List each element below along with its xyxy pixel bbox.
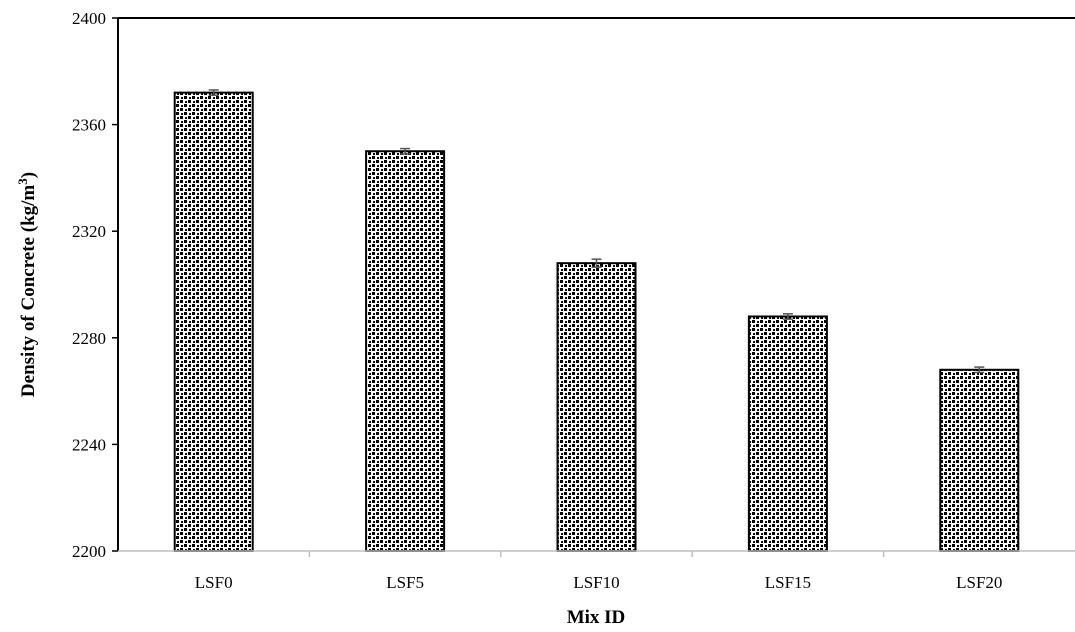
y-axis-title-close: ) — [18, 172, 39, 178]
y-tick-label: 2240 — [72, 435, 106, 454]
y-axis-title-main: Density of Concrete (kg/m — [18, 185, 39, 397]
bars-group — [173, 89, 1020, 553]
x-tick-label: LSF0 — [195, 573, 233, 592]
y-tick-label: 2360 — [72, 116, 106, 135]
y-axis-ticks: 2200 2240 2280 2320 2360 2400 — [72, 9, 118, 561]
x-tick-label: LSF10 — [573, 573, 619, 592]
bar-lsf0 — [173, 91, 254, 553]
bar-lsf20 — [939, 368, 1020, 552]
x-axis-ticks: LSF0 LSF5 LSF10 LSF15 LSF20 — [195, 551, 1002, 592]
y-tick-label: 2280 — [72, 329, 106, 348]
x-tick-label: LSF20 — [956, 573, 1002, 592]
bar-lsf10 — [556, 262, 637, 552]
y-axis-title-superscript: 3 — [15, 178, 30, 185]
bar-lsf15 — [747, 315, 828, 553]
bar-lsf5 — [365, 150, 446, 552]
x-axis-title: Mix ID — [567, 607, 626, 628]
y-tick-label: 2200 — [72, 542, 106, 561]
y-tick-label: 2320 — [72, 222, 106, 241]
y-axis-title: Density of Concrete (kg/m3) — [15, 172, 40, 397]
y-tick-label: 2400 — [72, 9, 106, 28]
x-tick-label: LSF5 — [386, 573, 424, 592]
x-tick-label: LSF15 — [765, 573, 811, 592]
